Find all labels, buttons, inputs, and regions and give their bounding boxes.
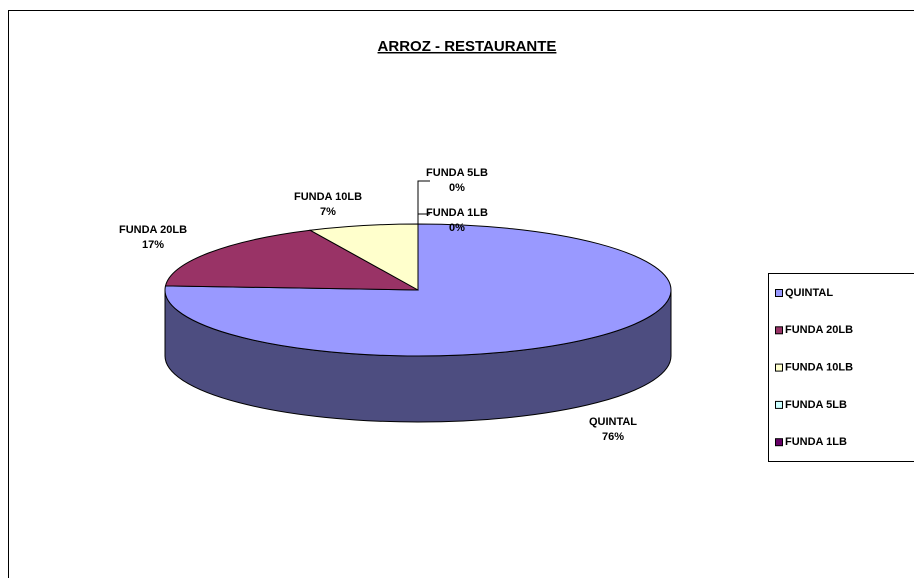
legend-swatch bbox=[775, 289, 783, 297]
leader-line bbox=[417, 213, 430, 224]
data-label-name: FUNDA 1LB bbox=[426, 207, 488, 219]
data-label-value: 17% bbox=[142, 239, 164, 251]
legend-swatch bbox=[775, 326, 783, 335]
chart-title: ARROZ - RESTAURANTE bbox=[378, 38, 557, 55]
legend-label: FUNDA 20LB bbox=[785, 324, 853, 336]
legend-label: FUNDA 5LB bbox=[785, 399, 847, 411]
legend-swatch bbox=[775, 438, 783, 447]
data-label-name: QUINTAL bbox=[589, 416, 637, 428]
pie-slice bbox=[164, 229, 419, 291]
legend bbox=[768, 273, 914, 462]
legend-label: FUNDA 1LB bbox=[785, 436, 847, 448]
data-label-name: FUNDA 20LB bbox=[119, 224, 187, 236]
legend-label: FUNDA 10LB bbox=[785, 362, 853, 374]
legend-swatch bbox=[775, 400, 783, 409]
data-label-value: 0% bbox=[449, 222, 465, 234]
legend-label: QUINTAL bbox=[785, 287, 833, 299]
data-label-name: FUNDA 5LB bbox=[426, 167, 488, 179]
data-label-value: 0% bbox=[449, 182, 465, 194]
data-label-value: 7% bbox=[320, 206, 336, 218]
data-label-value: 76% bbox=[602, 431, 624, 443]
data-label-name: FUNDA 10LB bbox=[294, 191, 362, 203]
pie-slice bbox=[164, 223, 672, 357]
pie-slice bbox=[308, 223, 419, 291]
legend-swatch bbox=[775, 363, 783, 372]
leader-line bbox=[417, 180, 430, 224]
